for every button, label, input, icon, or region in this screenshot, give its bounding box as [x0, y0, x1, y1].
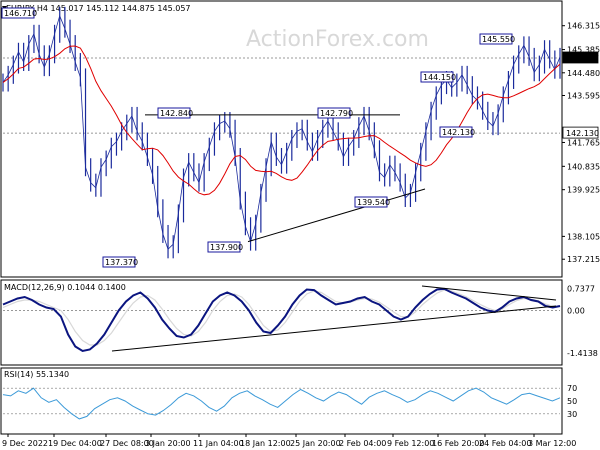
x-tick-label: 18 Jan 12:00	[240, 439, 291, 448]
macd-resistance-line	[421, 285, 557, 301]
macd-line	[2, 287, 561, 353]
annotation-label: 144.150	[423, 73, 456, 82]
annotation-label: 146.710	[4, 9, 37, 18]
x-tick-label: 3 Jan 20:00	[145, 439, 191, 448]
macd-tick-label: 0.00	[567, 307, 585, 316]
y-tick-label: 139.925	[567, 186, 600, 195]
rsi-tick-label: 50	[567, 397, 577, 406]
x-tick-label: 9 Feb 12:00	[387, 439, 434, 448]
annotation-label: 145.550	[482, 35, 515, 44]
annotation-label: 142.130	[442, 128, 475, 137]
y-tick-label: 138.105	[567, 232, 600, 241]
price-annotation: 142.840	[157, 107, 193, 119]
annotation-label: 139.540	[357, 198, 390, 207]
price-annotation: 144.150	[420, 71, 456, 83]
rsi-tick-label: 70	[567, 384, 577, 393]
y-tick-label: 140.835	[567, 162, 600, 171]
annotation-label: 137.900	[210, 243, 243, 252]
price-annotation: 146.710	[1, 7, 37, 19]
macd-trendline	[111, 305, 557, 352]
y-tick-label: 137.215	[567, 255, 600, 264]
price-annotation: 137.370	[102, 256, 138, 268]
price-annotation: 137.900	[207, 241, 243, 253]
x-tick-label: 19 Dec 04:00	[48, 439, 102, 448]
x-tick-label: 11 Jan 04:00	[193, 439, 244, 448]
x-tick-label: 25 Jan 20:00	[290, 439, 341, 448]
annotation-label: 142.840	[160, 109, 193, 118]
tag-label: 142.130	[566, 129, 599, 138]
price-line	[2, 14, 561, 251]
y-tick-label: 146.315	[567, 22, 600, 31]
price-annotation: 139.540	[354, 196, 390, 208]
macd-tick-label: 0.7377	[567, 284, 595, 293]
tag-label: 145.057	[566, 54, 599, 63]
rsi-panel	[0, 367, 563, 435]
price-panel	[0, 0, 563, 278]
rsi-label: RSI(14) 55.1340	[4, 370, 69, 379]
rsi-line	[2, 387, 561, 420]
support-trendline	[247, 188, 426, 243]
x-tick-label: 9 Dec 2022	[2, 439, 48, 448]
macd-tick-label: -1.4138	[567, 349, 598, 358]
macd-panel	[0, 279, 563, 366]
price-annotation: 145.550	[479, 33, 515, 45]
x-tick-label: 2 Feb 04:00	[339, 439, 386, 448]
y-tick-label: 143.595	[567, 92, 600, 101]
x-tick-label: 27 Dec 08:00	[100, 439, 154, 448]
chart-title: EURJPY,H4 145.017 145.112 144.875 145.05…	[6, 4, 191, 13]
rsi-tick-label: 30	[567, 410, 577, 419]
x-tick-label: 3 Mar 12:00	[528, 439, 576, 448]
y-tick-label: 144.480	[567, 69, 600, 78]
x-tick-label: 16 Feb 20:00	[432, 439, 484, 448]
price-annotation: 142.790	[317, 107, 353, 119]
y-tick-label: 141.765	[567, 138, 600, 147]
moving-average-line	[2, 45, 561, 196]
x-tick-label: 24 Feb 04:00	[479, 439, 531, 448]
watermark: ActionForex.com	[246, 27, 429, 52]
macd-label: MACD(12,26,9) 0.1044 0.1400	[4, 283, 126, 292]
price-annotation: 142.130	[439, 126, 475, 138]
y-tick-label: 145.385	[567, 46, 600, 55]
macd-signal-line	[2, 289, 561, 346]
annotation-label: 137.370	[105, 258, 138, 267]
level-tag: 142.130	[562, 126, 599, 139]
annotation-label: 142.790	[320, 109, 353, 118]
current-price-tag: 145.057	[562, 51, 599, 64]
